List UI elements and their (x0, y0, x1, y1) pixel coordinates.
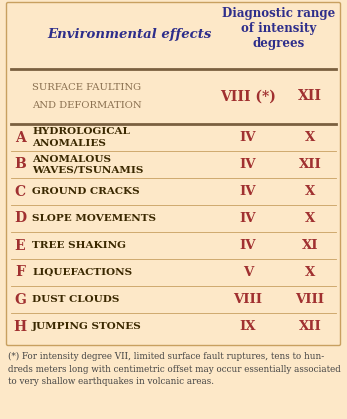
Text: ANOMALOUS: ANOMALOUS (32, 155, 111, 163)
Text: IV: IV (240, 185, 256, 198)
Text: V: V (243, 266, 253, 279)
Text: XII: XII (299, 320, 321, 333)
Text: E: E (15, 238, 25, 253)
FancyBboxPatch shape (7, 3, 340, 346)
Text: IV: IV (240, 131, 256, 144)
Text: WAVES/TSUNAMIS: WAVES/TSUNAMIS (32, 166, 143, 174)
Text: A: A (15, 130, 25, 145)
Text: SLOPE MOVEMENTS: SLOPE MOVEMENTS (32, 214, 156, 223)
Text: GROUND CRACKS: GROUND CRACKS (32, 187, 139, 196)
Text: X: X (305, 185, 315, 198)
Text: TREE SHAKING: TREE SHAKING (32, 241, 126, 250)
Text: X: X (305, 266, 315, 279)
Text: (*) For intensity degree VII, limited surface fault ruptures, tens to hun-
dreds: (*) For intensity degree VII, limited su… (8, 352, 341, 386)
Text: ANOMALIES: ANOMALIES (32, 139, 106, 147)
Text: X: X (305, 212, 315, 225)
Text: JUMPING STONES: JUMPING STONES (32, 322, 142, 331)
Text: DUST CLOUDS: DUST CLOUDS (32, 295, 119, 304)
Text: VIII: VIII (234, 293, 262, 306)
Text: XII: XII (298, 90, 322, 103)
Text: IV: IV (240, 239, 256, 252)
Text: AND DEFORMATION: AND DEFORMATION (32, 101, 142, 110)
Text: Environmental effects: Environmental effects (48, 28, 212, 41)
Text: LIQUEFACTIONS: LIQUEFACTIONS (32, 268, 132, 277)
Text: F: F (15, 266, 25, 279)
Text: IX: IX (240, 320, 256, 333)
Text: B: B (14, 158, 26, 171)
Text: IV: IV (240, 212, 256, 225)
Text: H: H (14, 320, 27, 334)
Text: HYDROLOGICAL: HYDROLOGICAL (32, 127, 130, 137)
Text: X: X (305, 131, 315, 144)
Text: VIII (*): VIII (*) (220, 90, 276, 103)
Text: XII: XII (299, 158, 321, 171)
Text: SURFACE FAULTING: SURFACE FAULTING (32, 83, 141, 92)
Text: XI: XI (302, 239, 318, 252)
Text: D: D (14, 212, 26, 225)
Text: VIII: VIII (296, 293, 324, 306)
Text: IV: IV (240, 158, 256, 171)
Text: G: G (14, 292, 26, 307)
Text: Diagnostic range
of intensity
degrees: Diagnostic range of intensity degrees (222, 7, 336, 50)
Text: C: C (15, 184, 26, 199)
